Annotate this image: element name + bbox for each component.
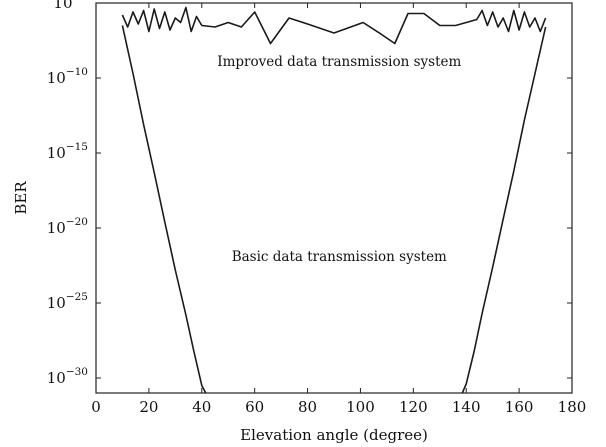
series-line-3 [462,27,545,393]
x-tick-label: 120 [399,398,428,416]
x-tick-label: 0 [91,398,101,416]
annotation-1: Improved data transmission system [217,54,461,70]
x-tick-label: 40 [192,398,211,416]
annotation-2: Basic data transmission system [232,249,447,265]
x-tick-label: 160 [505,398,534,416]
annotations: Improved data transmission system Basic d… [217,54,461,265]
x-axis-label: Elevation angle (degree) [240,426,428,444]
y-tick-label: 10−30 [47,366,88,387]
y-axis-label: BER [12,181,30,215]
y-tick-label: 10−5 [53,0,88,12]
x-tick-label: 100 [346,398,375,416]
x-tick-label: 80 [298,398,317,416]
x-tick-label: 60 [245,398,264,416]
x-tick-label: 140 [452,398,481,416]
y-tick-label: 10−20 [47,216,88,237]
x-tick-label: 180 [558,398,587,416]
x-tick-label: 20 [139,398,158,416]
series-line-1 [122,8,545,44]
series-line-2 [122,26,205,394]
y-tick-label: 10−15 [47,141,88,162]
y-tick-label: 10−25 [47,291,88,312]
y-tick-label: 10−10 [47,66,88,87]
